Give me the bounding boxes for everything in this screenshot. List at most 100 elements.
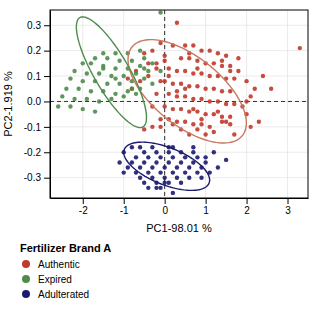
y-tick: -0.3 <box>24 172 50 183</box>
point <box>158 117 162 121</box>
point <box>167 160 171 164</box>
y-tick: 0.3 <box>27 20 50 31</box>
point <box>60 94 64 98</box>
y-tick-mark <box>44 51 50 52</box>
point <box>142 160 146 164</box>
point <box>195 84 199 88</box>
point <box>142 56 146 60</box>
point <box>216 165 220 169</box>
y-tick-label: 0.0 <box>27 96 41 107</box>
point <box>195 66 199 70</box>
point <box>220 64 224 68</box>
point <box>162 59 166 63</box>
point <box>220 120 224 124</box>
y-axis: -0.3-0.2-0.10.00.10.20.3 <box>24 11 51 199</box>
point <box>150 145 154 149</box>
point <box>158 170 162 174</box>
point <box>142 127 146 131</box>
point <box>224 54 228 58</box>
point <box>220 89 224 93</box>
point <box>158 155 162 159</box>
point <box>146 155 150 159</box>
point <box>113 66 117 70</box>
point <box>183 120 187 124</box>
point <box>232 76 236 80</box>
legend-label: Adulterated <box>38 289 89 300</box>
point <box>81 79 85 83</box>
y-tick-mark <box>44 25 50 26</box>
point <box>212 150 216 154</box>
legend-label: Expired <box>38 274 72 285</box>
x-tick: 2 <box>244 198 250 216</box>
point <box>171 81 175 85</box>
y-tick-label: 0.2 <box>27 45 41 56</box>
x-tick-label: 0 <box>162 205 168 216</box>
grid-line-y <box>50 25 308 26</box>
point <box>187 56 191 60</box>
y-tick-mark <box>44 76 50 77</box>
point <box>224 120 228 124</box>
x-axis-line <box>51 198 309 199</box>
grid-line-y <box>50 101 308 102</box>
x-tick-mark <box>83 198 84 204</box>
point <box>105 56 109 60</box>
point <box>134 92 138 96</box>
point <box>208 99 212 103</box>
y-tick-label: 0.3 <box>27 20 41 31</box>
grid-line-x <box>246 10 247 198</box>
point <box>138 175 142 179</box>
point <box>228 122 232 126</box>
point <box>150 165 154 169</box>
y-tick: 0.0 <box>27 96 50 107</box>
point <box>228 64 232 68</box>
point <box>85 71 89 75</box>
point <box>232 102 236 106</box>
point <box>175 175 179 179</box>
point <box>212 112 216 116</box>
point <box>183 170 187 174</box>
point <box>183 69 187 73</box>
point <box>138 48 142 52</box>
point <box>216 109 220 113</box>
point <box>146 69 150 73</box>
point <box>191 122 195 126</box>
point <box>150 125 154 129</box>
point <box>154 66 158 70</box>
point <box>122 170 126 174</box>
point <box>191 107 195 111</box>
y-tick-mark <box>44 127 50 128</box>
point <box>203 132 207 136</box>
point <box>126 165 130 169</box>
plot-area <box>50 10 308 198</box>
point <box>167 150 171 154</box>
point <box>191 150 195 154</box>
grid-line-y <box>50 76 308 77</box>
point <box>232 132 236 136</box>
legend-item: Authentic <box>22 259 80 270</box>
point <box>113 51 117 55</box>
point <box>171 155 175 159</box>
grid-line-x <box>82 10 83 198</box>
point <box>68 76 72 80</box>
point <box>122 74 126 78</box>
point <box>109 74 113 78</box>
point <box>236 69 240 73</box>
y-tick-label: -0.2 <box>24 147 42 158</box>
point <box>171 170 175 174</box>
y-tick-mark <box>44 152 50 153</box>
point <box>93 56 97 60</box>
point <box>175 21 179 25</box>
point <box>191 97 195 101</box>
point <box>203 155 207 159</box>
point <box>224 158 228 162</box>
point <box>105 81 109 85</box>
x-tick: -1 <box>120 198 129 216</box>
point <box>158 125 162 129</box>
x-tick: 0 <box>162 198 168 216</box>
chart-container: -2-10123-0.3-0.2-0.10.00.10.20.3PC1-98.0… <box>0 0 320 320</box>
point <box>142 76 146 80</box>
legend-marker <box>22 290 30 298</box>
y-tick: -0.1 <box>24 122 50 133</box>
point <box>113 76 117 80</box>
point <box>142 181 146 185</box>
